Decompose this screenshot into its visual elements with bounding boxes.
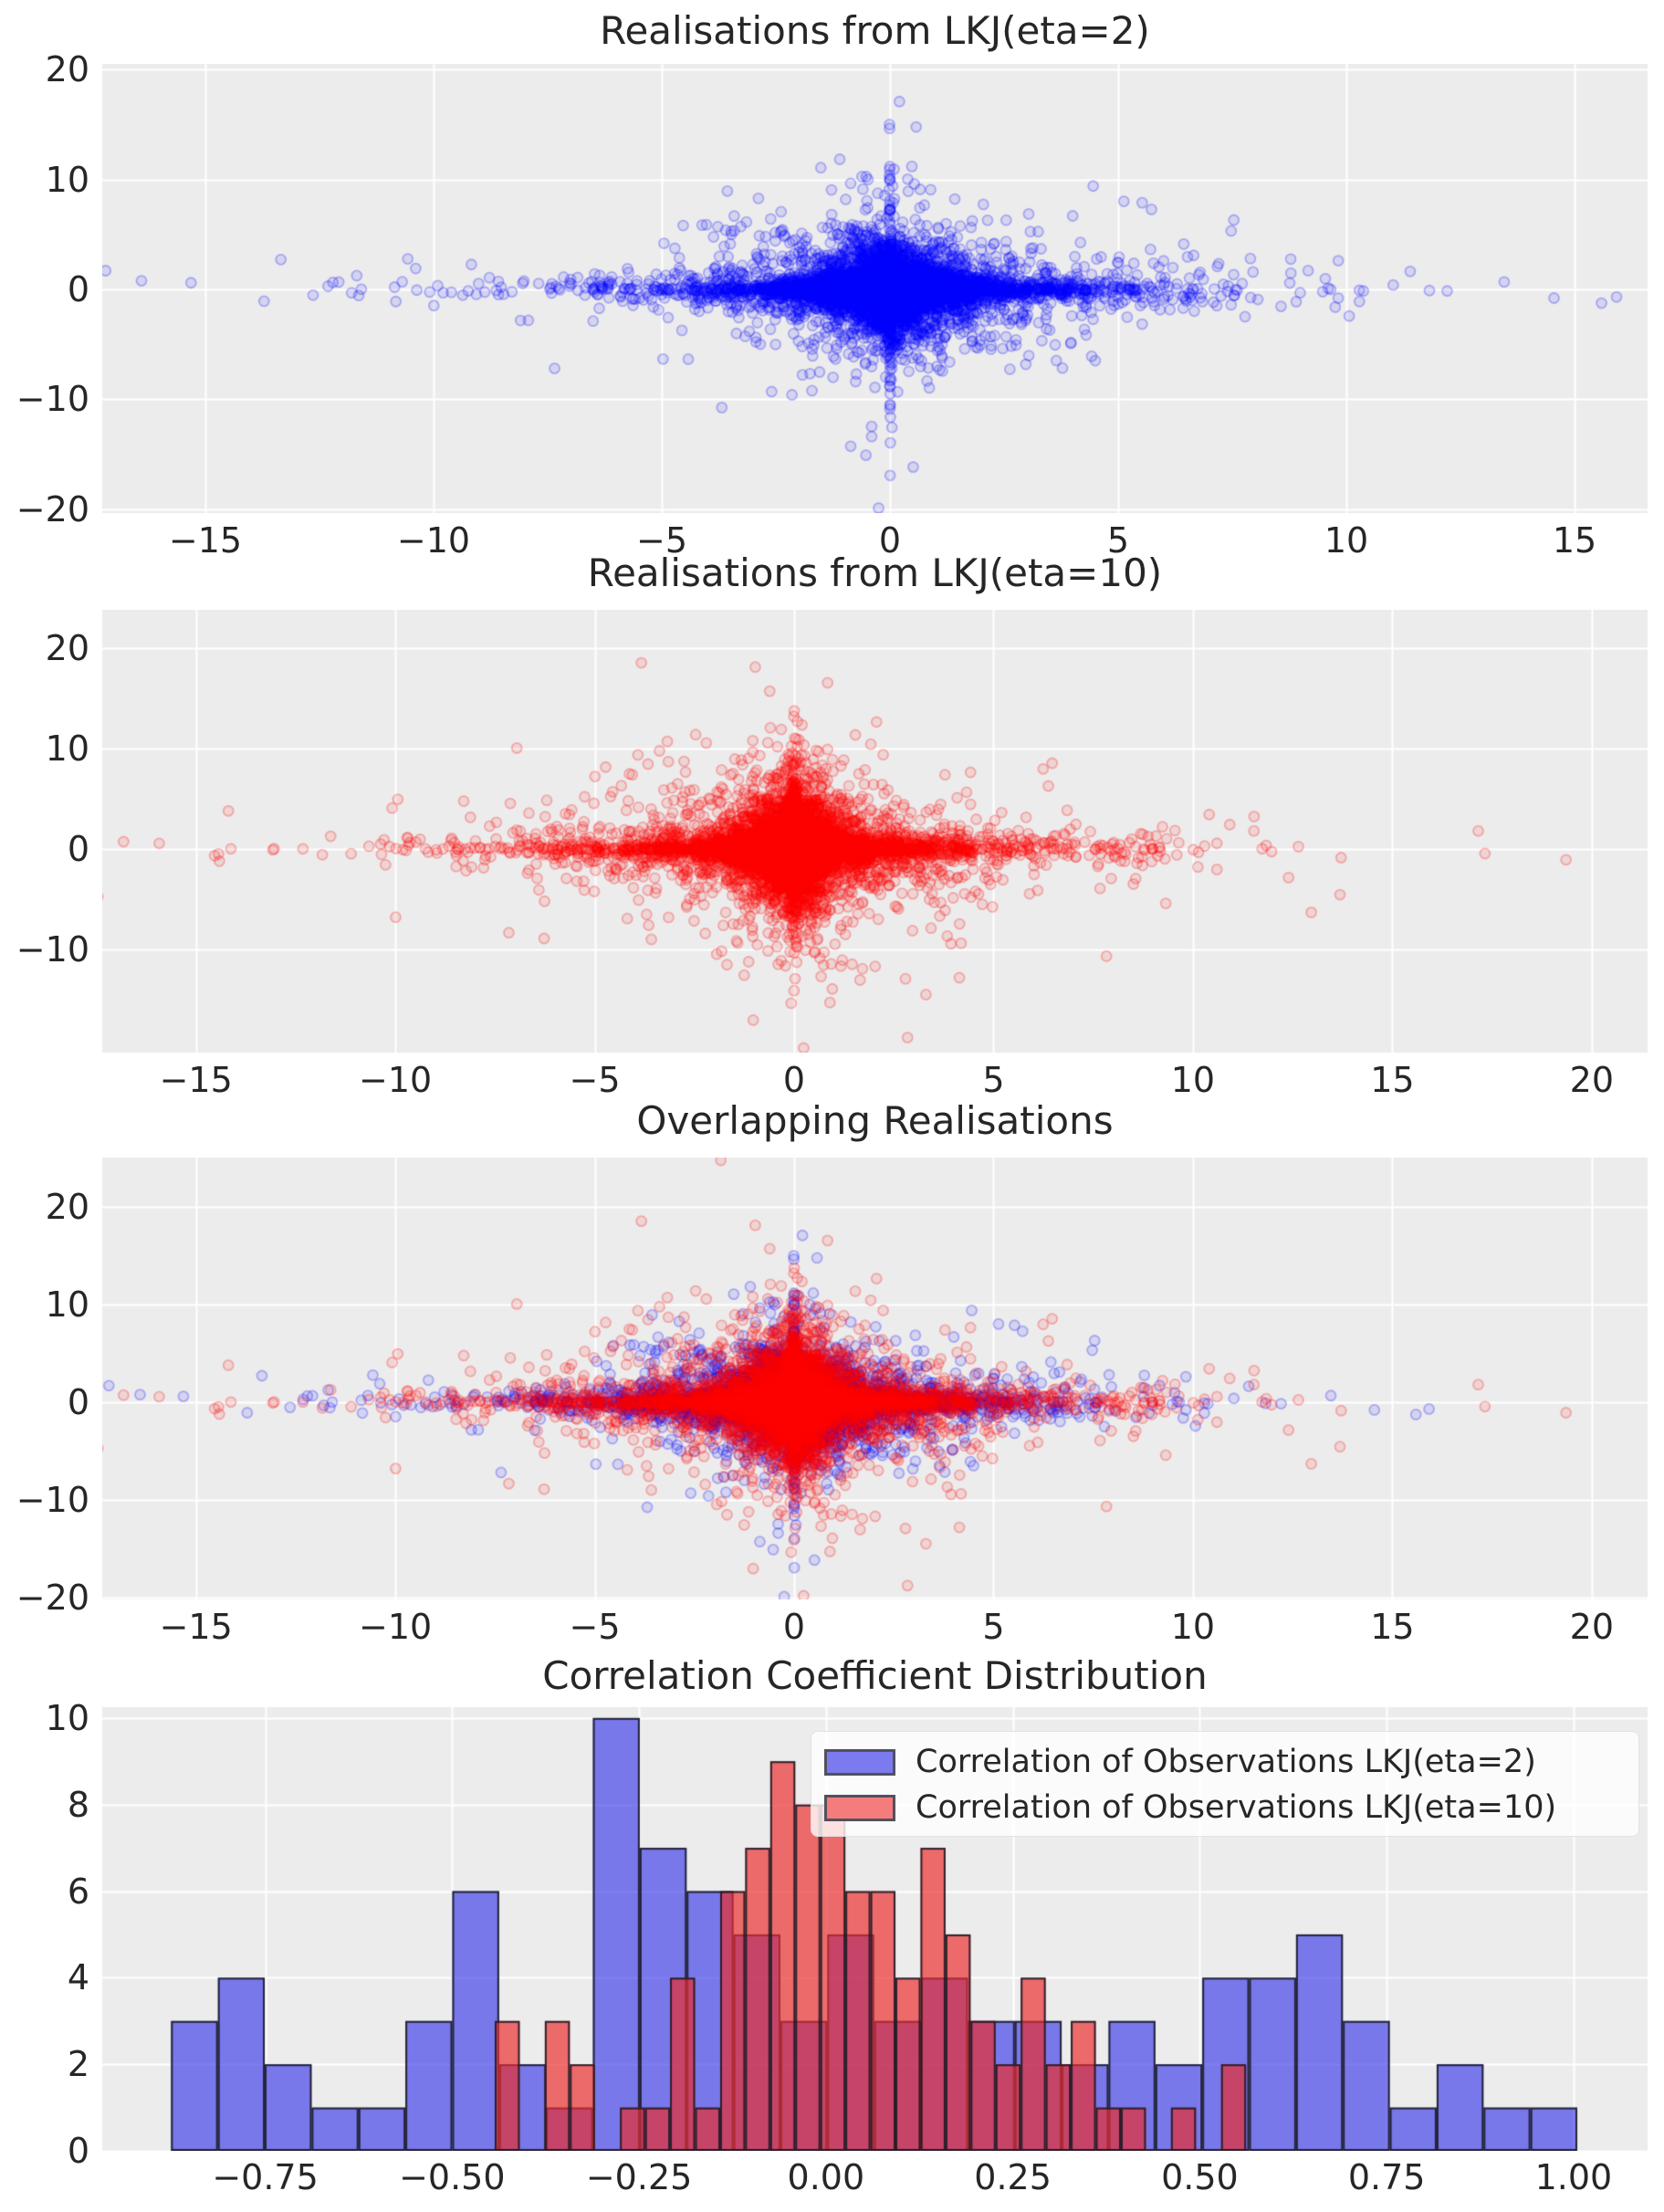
y-tick-label: −20 — [16, 488, 89, 529]
x-tick-label: −10 — [359, 1607, 433, 1647]
scatter-canvas-lkj10 — [102, 610, 1648, 1053]
scatter-axes-overlap — [102, 1158, 1648, 1599]
x-tick-label: 0.50 — [1161, 2157, 1239, 2197]
y-tick-label: −20 — [16, 1577, 89, 1618]
y-tick-label: 10 — [45, 729, 89, 770]
y-tick-label: 4 — [67, 1957, 89, 1998]
y-tick-label: 20 — [45, 1187, 89, 1228]
x-tick-label: −10 — [359, 1060, 433, 1100]
x-tick-label: 0.00 — [787, 2157, 865, 2197]
x-tick-label: 15 — [1370, 1060, 1415, 1100]
x-tick-label: 5 — [982, 1607, 1005, 1647]
x-tick-label: −15 — [159, 1060, 233, 1100]
x-tick-label: 0.75 — [1347, 2157, 1426, 2197]
y-tick-label: 0 — [67, 1381, 89, 1422]
x-tick-label: −0.25 — [585, 2157, 693, 2197]
scatter-canvas-overlap — [102, 1158, 1648, 1599]
x-tick-label: −5 — [569, 1607, 621, 1647]
y-tick-label: −10 — [16, 929, 89, 970]
legend: Correlation of Observations LKJ(eta=2) C… — [811, 1731, 1639, 1837]
x-tick-label: 0 — [878, 520, 902, 561]
x-tick-label: −0.75 — [212, 2157, 319, 2197]
y-tick-label: 10 — [45, 1284, 89, 1325]
legend-swatch-eta10 — [824, 1794, 895, 1821]
plot1-title: Realisations from LKJ(eta=2) — [600, 8, 1150, 53]
legend-swatch-eta2 — [824, 1748, 895, 1776]
plot3-title: Overlapping Realisations — [636, 1098, 1114, 1143]
x-tick-label: 0 — [782, 1607, 806, 1647]
x-tick-label: 20 — [1569, 1060, 1614, 1100]
legend-label-eta10: Correlation of Observations LKJ(eta=10) — [916, 1789, 1557, 1826]
x-tick-label: 1.00 — [1534, 2157, 1613, 2197]
plot4-title: Correlation Coefficient Distribution — [542, 1653, 1208, 1698]
y-tick-label: 20 — [45, 49, 89, 90]
y-tick-label: 0 — [67, 268, 89, 309]
x-tick-label: −0.50 — [399, 2157, 506, 2197]
y-tick-label: −10 — [16, 1479, 89, 1520]
x-tick-label: −5 — [569, 1060, 621, 1100]
scatter-canvas-lkj2 — [102, 64, 1648, 513]
y-tick-label: 2 — [67, 2044, 89, 2085]
x-tick-label: 5 — [982, 1060, 1005, 1100]
x-tick-label: 0 — [782, 1060, 806, 1100]
x-tick-label: 5 — [1106, 520, 1130, 561]
y-tick-label: 20 — [45, 628, 89, 669]
y-tick-label: −10 — [16, 379, 89, 420]
x-tick-label: −10 — [396, 520, 471, 561]
x-tick-label: 10 — [1170, 1607, 1216, 1647]
scatter-axes-lkj10 — [102, 610, 1648, 1053]
x-tick-label: −15 — [159, 1607, 233, 1647]
x-tick-label: 15 — [1370, 1607, 1415, 1647]
y-tick-label: 0 — [67, 829, 89, 870]
y-tick-label: 0 — [67, 2131, 89, 2171]
y-tick-label: 10 — [45, 1697, 89, 1738]
scatter-axes-lkj2 — [102, 64, 1648, 513]
x-tick-label: 15 — [1552, 520, 1597, 561]
y-tick-label: 8 — [67, 1784, 89, 1825]
x-tick-label: 10 — [1170, 1060, 1216, 1100]
legend-row-eta2: Correlation of Observations LKJ(eta=2) — [824, 1739, 1638, 1785]
x-tick-label: 20 — [1569, 1607, 1614, 1647]
plot2-title: Realisations from LKJ(eta=10) — [587, 550, 1163, 595]
y-tick-label: 10 — [45, 159, 89, 200]
x-tick-label: −15 — [168, 520, 243, 561]
legend-row-eta10: Correlation of Observations LKJ(eta=10) — [824, 1785, 1638, 1830]
x-tick-label: 10 — [1324, 520, 1369, 561]
x-tick-label: −5 — [635, 520, 688, 561]
y-tick-label: 6 — [67, 1871, 89, 1912]
x-tick-label: 0.25 — [974, 2157, 1052, 2197]
legend-label-eta2: Correlation of Observations LKJ(eta=2) — [916, 1744, 1536, 1780]
